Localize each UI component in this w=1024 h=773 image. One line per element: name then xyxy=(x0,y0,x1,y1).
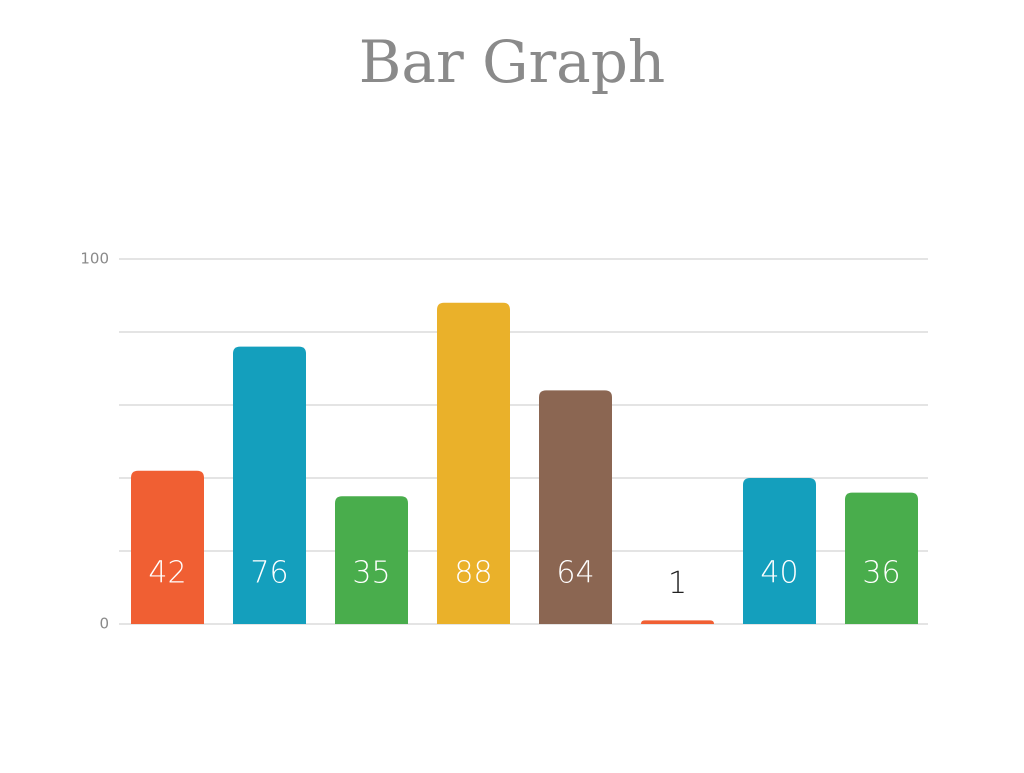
chart-title: Bar Graph xyxy=(359,28,665,96)
value-label: 64 xyxy=(556,556,594,591)
bar xyxy=(641,620,714,624)
value-label: 36 xyxy=(862,556,900,591)
y-tick-label: 0 xyxy=(99,615,109,633)
bar xyxy=(743,478,816,624)
bar xyxy=(233,346,306,624)
value-label: 1 xyxy=(668,566,687,601)
value-label: 42 xyxy=(148,556,186,591)
y-tick-label: 100 xyxy=(80,250,109,268)
bar xyxy=(335,496,408,624)
bar xyxy=(539,390,612,624)
bar xyxy=(845,492,918,624)
bar xyxy=(131,470,204,624)
value-label: 35 xyxy=(352,556,390,591)
bar xyxy=(437,302,510,624)
value-label: 76 xyxy=(250,556,288,591)
value-label: 40 xyxy=(760,556,798,591)
value-label: 88 xyxy=(454,556,492,591)
